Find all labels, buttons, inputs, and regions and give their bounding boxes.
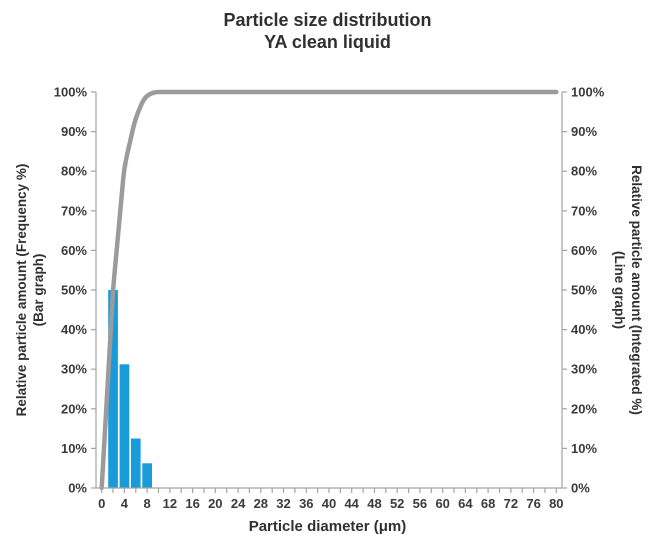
x-tick-label: 76 — [526, 496, 540, 511]
x-tick-label: 56 — [413, 496, 427, 511]
x-tick-label: 64 — [458, 496, 473, 511]
frequency-bar — [119, 364, 130, 489]
y-tick-label: 100% — [54, 85, 88, 100]
x-tick-label: 8 — [143, 496, 150, 511]
x-tick-label: 60 — [435, 496, 449, 511]
y-tick-label: 30% — [571, 362, 597, 377]
y-tick-label: 70% — [571, 203, 597, 218]
y-tick-label: 10% — [571, 441, 597, 456]
x-tick-label: 40 — [322, 496, 336, 511]
y-tick-label: 50% — [571, 283, 597, 298]
x-tick-label: 16 — [185, 496, 199, 511]
y-tick-label: 20% — [571, 401, 597, 416]
y-tick-label: 70% — [61, 203, 87, 218]
chart-title-line2: YA clean liquid — [264, 32, 391, 52]
y-tick-label: 10% — [61, 441, 87, 456]
y-tick-label: 40% — [61, 322, 87, 337]
x-tick-label: 4 — [121, 496, 129, 511]
x-tick-label: 32 — [276, 496, 290, 511]
x-tick-label: 68 — [481, 496, 495, 511]
x-axis-title: Particle diameter (μm) — [248, 518, 407, 535]
axes-group — [95, 92, 563, 493]
left-y-tick-labels: 0% 10% 20% 30% 40% 50% 60% 70% 80% 90% 100% — [54, 85, 96, 496]
frequency-bar — [142, 463, 152, 489]
x-tick-labels: 0 4 8 12 16 20 24 28 32 36 40 44 48 52 56 60 64 68 72 76 80 — [98, 496, 563, 511]
x-tick-label: 20 — [208, 496, 222, 511]
y-tick-label: 60% — [571, 243, 597, 258]
x-tick-label: 0 — [98, 496, 105, 511]
y-tick-label: 20% — [61, 401, 87, 416]
y-tick-label: 100% — [571, 85, 605, 100]
x-tick-label: 72 — [504, 496, 518, 511]
bars-group — [108, 290, 152, 489]
y-tick-label: 90% — [61, 124, 87, 139]
y-tick-label: 0% — [68, 481, 87, 496]
y-tick-label: 30% — [61, 362, 87, 377]
x-tick-label: 52 — [390, 496, 404, 511]
x-tick-label: 24 — [231, 496, 246, 511]
y-tick-label: 0% — [571, 481, 590, 496]
frequency-bar — [130, 438, 141, 488]
x-tick-label: 48 — [367, 496, 381, 511]
y-tick-label: 80% — [571, 164, 597, 179]
integrated-line — [99, 89, 559, 491]
x-tick-label: 36 — [299, 496, 313, 511]
x-tick-label: 80 — [549, 496, 563, 511]
y-tick-label: 50% — [61, 283, 87, 298]
x-tick-label: 28 — [254, 496, 268, 511]
y-tick-label: 60% — [61, 243, 87, 258]
y-tick-label: 40% — [571, 322, 597, 337]
right-y-tick-labels: 0% 10% 20% 30% 40% 50% 60% 70% 80% 90% 100% — [562, 85, 605, 496]
chart-title-line1: Particle size distribution — [223, 10, 432, 30]
chart-title: Particle size distribution YA clean liqu… — [0, 9, 655, 53]
frequency-bar — [108, 290, 118, 488]
x-tick-label: 44 — [344, 496, 359, 511]
x-tick-label: 12 — [163, 496, 177, 511]
y-tick-label: 90% — [571, 124, 597, 139]
y-tick-label: 80% — [61, 164, 87, 179]
